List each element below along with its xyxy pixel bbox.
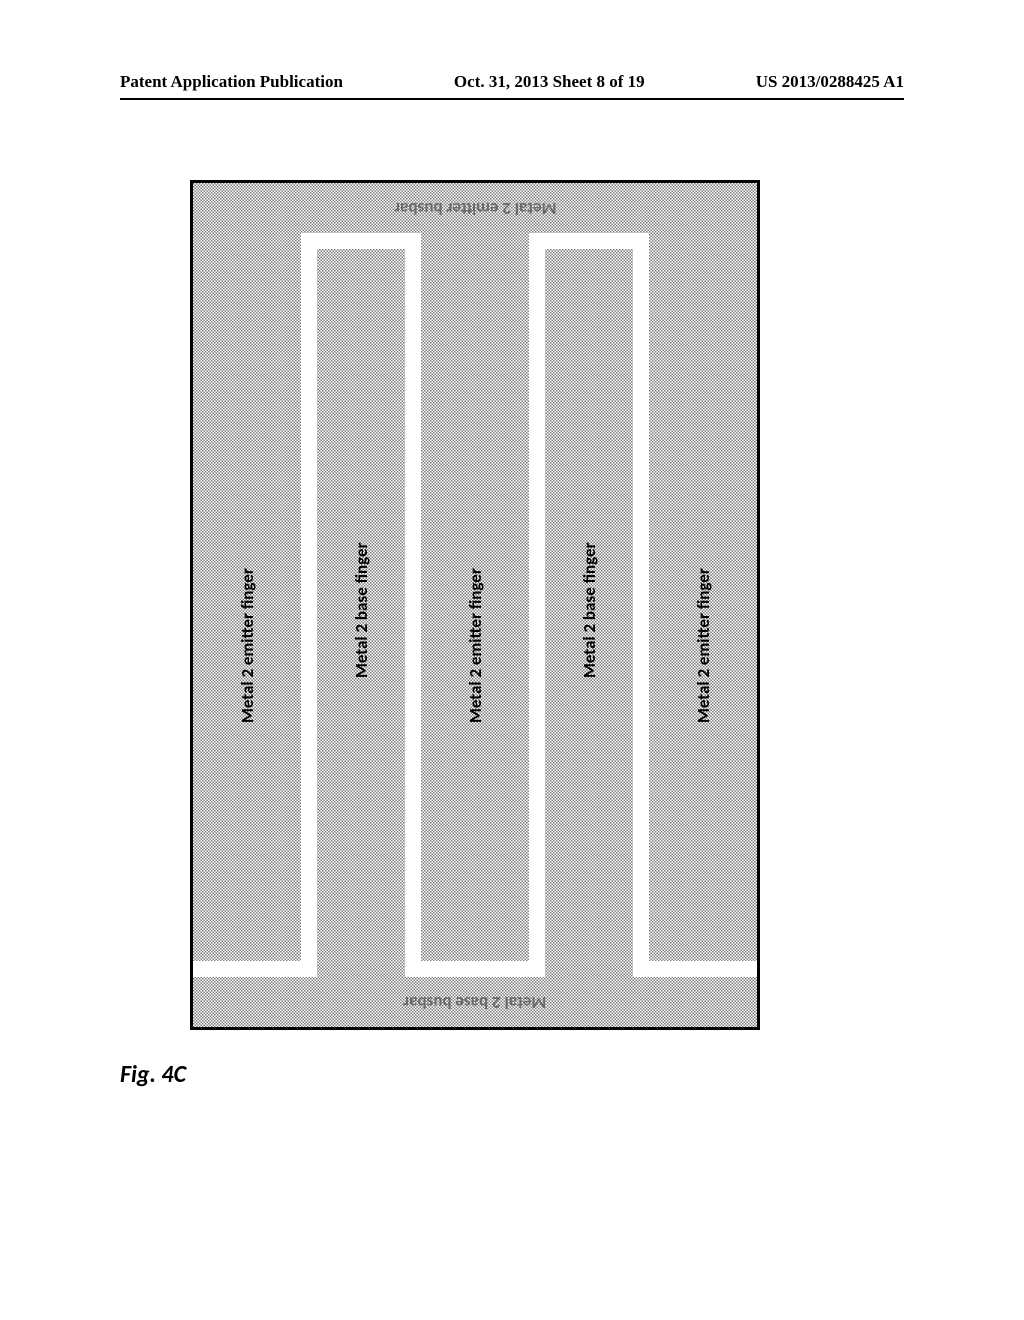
header-center: Oct. 31, 2013 Sheet 8 of 19 <box>454 72 645 92</box>
emitter-finger-3-label: Metal 2 emitter finger <box>693 568 714 723</box>
emitter-finger-2-label: Metal 2 emitter finger <box>465 568 486 723</box>
page: Patent Application Publication Oct. 31, … <box>0 0 1024 1320</box>
header-left: Patent Application Publication <box>120 72 343 92</box>
header-rule <box>120 98 904 100</box>
base-busbar-label-overlay: Metal 2 base busbar <box>193 977 757 1027</box>
header-right: US 2013/0288425 A1 <box>756 72 904 92</box>
figure-caption: Fig. 4C <box>120 1060 186 1089</box>
figure-frame: Metal 2 emitter finger Metal 2 base fing… <box>190 180 760 1030</box>
header: Patent Application Publication Oct. 31, … <box>0 72 1024 92</box>
comb-diagram: Metal 2 emitter finger Metal 2 base fing… <box>193 183 757 1027</box>
emitter-finger-1-label: Metal 2 emitter finger <box>237 568 258 723</box>
emitter-busbar-label-overlay: Metal 2 emitter busbar <box>193 183 757 233</box>
base-finger-1-label: Metal 2 base finger <box>351 542 372 678</box>
base-finger-2-label: Metal 2 base finger <box>579 542 600 678</box>
